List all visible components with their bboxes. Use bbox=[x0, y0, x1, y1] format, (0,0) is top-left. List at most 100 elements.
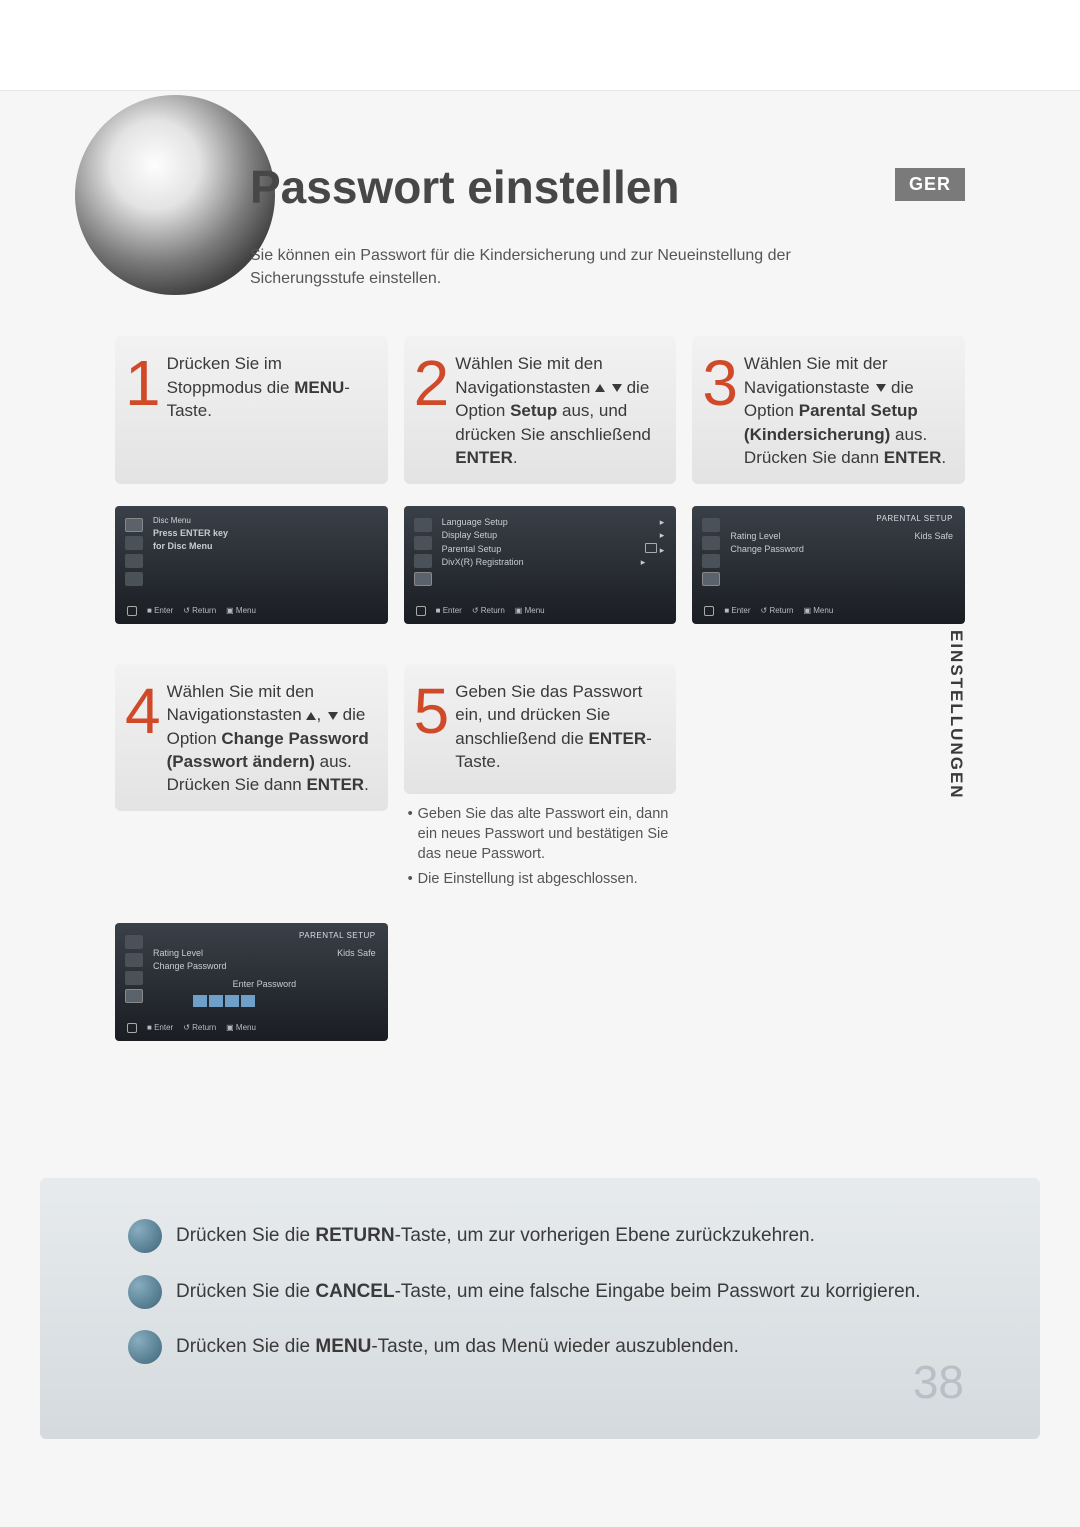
step-note: Geben Sie das alte Passwort ein, dann ei… bbox=[408, 804, 677, 865]
tv-body: Rating LevelKids Safe Change Password En… bbox=[153, 947, 376, 1008]
step-text: Geben Sie das Passwort ein, und drücken … bbox=[455, 680, 664, 774]
step-text: Wählen Sie mit den Navigationstasten , d… bbox=[167, 680, 376, 797]
pw-box bbox=[241, 995, 255, 1007]
step-4: 4 Wählen Sie mit den Navigationstasten ,… bbox=[115, 664, 388, 811]
tv-icon bbox=[125, 518, 143, 532]
tv-screen-2: Language Setup▸ Display Setup▸ Parental … bbox=[404, 506, 677, 624]
tv-btn: Enter bbox=[731, 606, 750, 615]
tv-line: Rating Level bbox=[730, 531, 780, 541]
tv-btn: Enter bbox=[443, 606, 462, 615]
pw-box bbox=[193, 995, 207, 1007]
tip-item: Drücken Sie die RETURN-Taste, um zur vor… bbox=[148, 1222, 978, 1250]
tv-icon bbox=[702, 536, 720, 550]
tip-item: Drücken Sie die MENU-Taste, um das Menü … bbox=[148, 1333, 978, 1361]
tv-icon bbox=[414, 536, 432, 550]
tv-body: Rating Level Kids Safe Change Password bbox=[730, 530, 953, 557]
step-2: 2 Wählen Sie mit den Navigationstasten d… bbox=[404, 336, 677, 483]
lock-icon bbox=[645, 543, 657, 553]
tv-screen-1: Disc Menu Press ENTER key for Disc Menu … bbox=[115, 506, 388, 624]
tv-screen-title: PARENTAL SETUP bbox=[299, 931, 376, 940]
tv-icon bbox=[702, 554, 720, 568]
steps-row-1: 1 Drücken Sie im Stoppmodus die MENU-Tas… bbox=[115, 336, 965, 483]
step-text: Drücken Sie im Stoppmodus die MENU-Taste… bbox=[167, 352, 376, 422]
tv-btn: Return bbox=[192, 1023, 216, 1032]
pw-box bbox=[225, 995, 239, 1007]
step-5-notes: Geben Sie das alte Passwort ein, dann ei… bbox=[404, 804, 677, 889]
tv-btn: Menu bbox=[525, 606, 545, 615]
tv-sidebar-icons bbox=[125, 518, 143, 586]
tv-btn: Enter bbox=[154, 1023, 173, 1032]
tv-sidebar-icons bbox=[414, 518, 432, 586]
tv-icon bbox=[125, 953, 143, 967]
tv-btn: Enter bbox=[154, 606, 173, 615]
tv-bottom-bar: ■ Enter ↺ Return ▣ Menu bbox=[416, 606, 665, 616]
tv-btn: Menu bbox=[236, 1023, 256, 1032]
tv-btn: Return bbox=[769, 606, 793, 615]
step-number: 1 bbox=[125, 356, 161, 410]
tv-line: Change Password bbox=[730, 544, 804, 554]
step-number: 4 bbox=[125, 684, 161, 738]
tv-sidebar-icons bbox=[702, 518, 720, 586]
tip-bullet-icon bbox=[128, 1219, 162, 1253]
tv-icon-label: Disc Menu bbox=[153, 516, 376, 525]
speaker-decoration-icon bbox=[75, 95, 275, 295]
screens-row-2: PARENTAL SETUP Rating LevelKids Safe Cha… bbox=[115, 923, 965, 1041]
tv-icon bbox=[125, 536, 143, 550]
tv-line: Language Setup bbox=[442, 517, 508, 527]
tv-icon bbox=[125, 935, 143, 949]
tv-icon bbox=[414, 572, 432, 586]
tv-line: DivX(R) Registration bbox=[442, 557, 524, 567]
step-5-wrap: 5 Geben Sie das Passwort ein, und drücke… bbox=[404, 664, 677, 893]
tv-bottom-bar: ■ Enter ↺ Return ▣ Menu bbox=[127, 1023, 376, 1033]
tv-btn: Return bbox=[481, 606, 505, 615]
step-3: 3 Wählen Sie mit der Navigationstaste di… bbox=[692, 336, 965, 483]
tv-right: Kids Safe bbox=[337, 947, 376, 961]
screens-row-1: Disc Menu Press ENTER key for Disc Menu … bbox=[115, 506, 965, 624]
tv-btn: Menu bbox=[236, 606, 256, 615]
step-number: 5 bbox=[414, 684, 450, 738]
tv-icon bbox=[125, 554, 143, 568]
tv-body: Language Setup▸ Display Setup▸ Parental … bbox=[442, 516, 665, 570]
tv-line: Rating Level bbox=[153, 948, 203, 958]
step-text: Wählen Sie mit den Navigationstasten die… bbox=[455, 352, 664, 469]
step-number: 2 bbox=[414, 356, 450, 410]
step-5: 5 Geben Sie das Passwort ein, und drücke… bbox=[404, 664, 677, 794]
page-content: Passwort einstellen Sie können ein Passw… bbox=[0, 0, 1080, 1041]
step-text: Wählen Sie mit der Navigationstaste die … bbox=[744, 352, 953, 469]
tv-bottom-bar: ■ Enter ↺ Return ▣ Menu bbox=[704, 606, 953, 616]
tip-bullet-icon bbox=[128, 1330, 162, 1364]
tv-line: for Disc Menu bbox=[153, 541, 213, 551]
page-title: Passwort einstellen bbox=[250, 160, 965, 214]
tv-icon bbox=[702, 572, 720, 586]
tv-screen-3: PARENTAL SETUP Rating Level Kids Safe Cha… bbox=[692, 506, 965, 624]
pw-box bbox=[209, 995, 223, 1007]
step-number: 3 bbox=[702, 356, 738, 410]
page-subtitle: Sie können ein Passwort für die Kindersi… bbox=[250, 244, 810, 290]
tv-screen-4: PARENTAL SETUP Rating LevelKids Safe Cha… bbox=[115, 923, 388, 1041]
tip-text: Drücken Sie die RETURN-Taste, um zur vor… bbox=[176, 1225, 815, 1246]
tv-icon bbox=[125, 989, 143, 1003]
steps-row-2: 4 Wählen Sie mit den Navigationstasten ,… bbox=[115, 664, 965, 893]
nav-icon bbox=[127, 606, 137, 616]
tips-block: Drücken Sie die RETURN-Taste, um zur vor… bbox=[40, 1178, 1040, 1439]
nav-icon bbox=[416, 606, 426, 616]
tv-icon bbox=[414, 518, 432, 532]
tv-screen-title: PARENTAL SETUP bbox=[876, 514, 953, 523]
tv-icon bbox=[125, 572, 143, 586]
password-boxes bbox=[193, 995, 376, 1007]
tv-btn: Return bbox=[192, 606, 216, 615]
nav-icon bbox=[127, 1023, 137, 1033]
tip-item: Drücken Sie die CANCEL-Taste, um eine fa… bbox=[148, 1278, 978, 1306]
tv-right: Kids Safe bbox=[914, 530, 953, 544]
step-1: 1 Drücken Sie im Stoppmodus die MENU-Tas… bbox=[115, 336, 388, 483]
tv-bottom-bar: ■ Enter ↺ Return ▣ Menu bbox=[127, 606, 376, 616]
tv-body: Disc Menu Press ENTER key for Disc Menu bbox=[153, 516, 376, 554]
tip-text: Drücken Sie die CANCEL-Taste, um eine fa… bbox=[176, 1281, 921, 1302]
tv-sidebar-icons bbox=[125, 935, 143, 1003]
tv-subline: Enter Password bbox=[153, 978, 376, 992]
page-number: 38 bbox=[913, 1355, 964, 1409]
tip-bullet-icon bbox=[128, 1275, 162, 1309]
nav-icon bbox=[704, 606, 714, 616]
tv-btn: Menu bbox=[813, 606, 833, 615]
tv-icon bbox=[414, 554, 432, 568]
